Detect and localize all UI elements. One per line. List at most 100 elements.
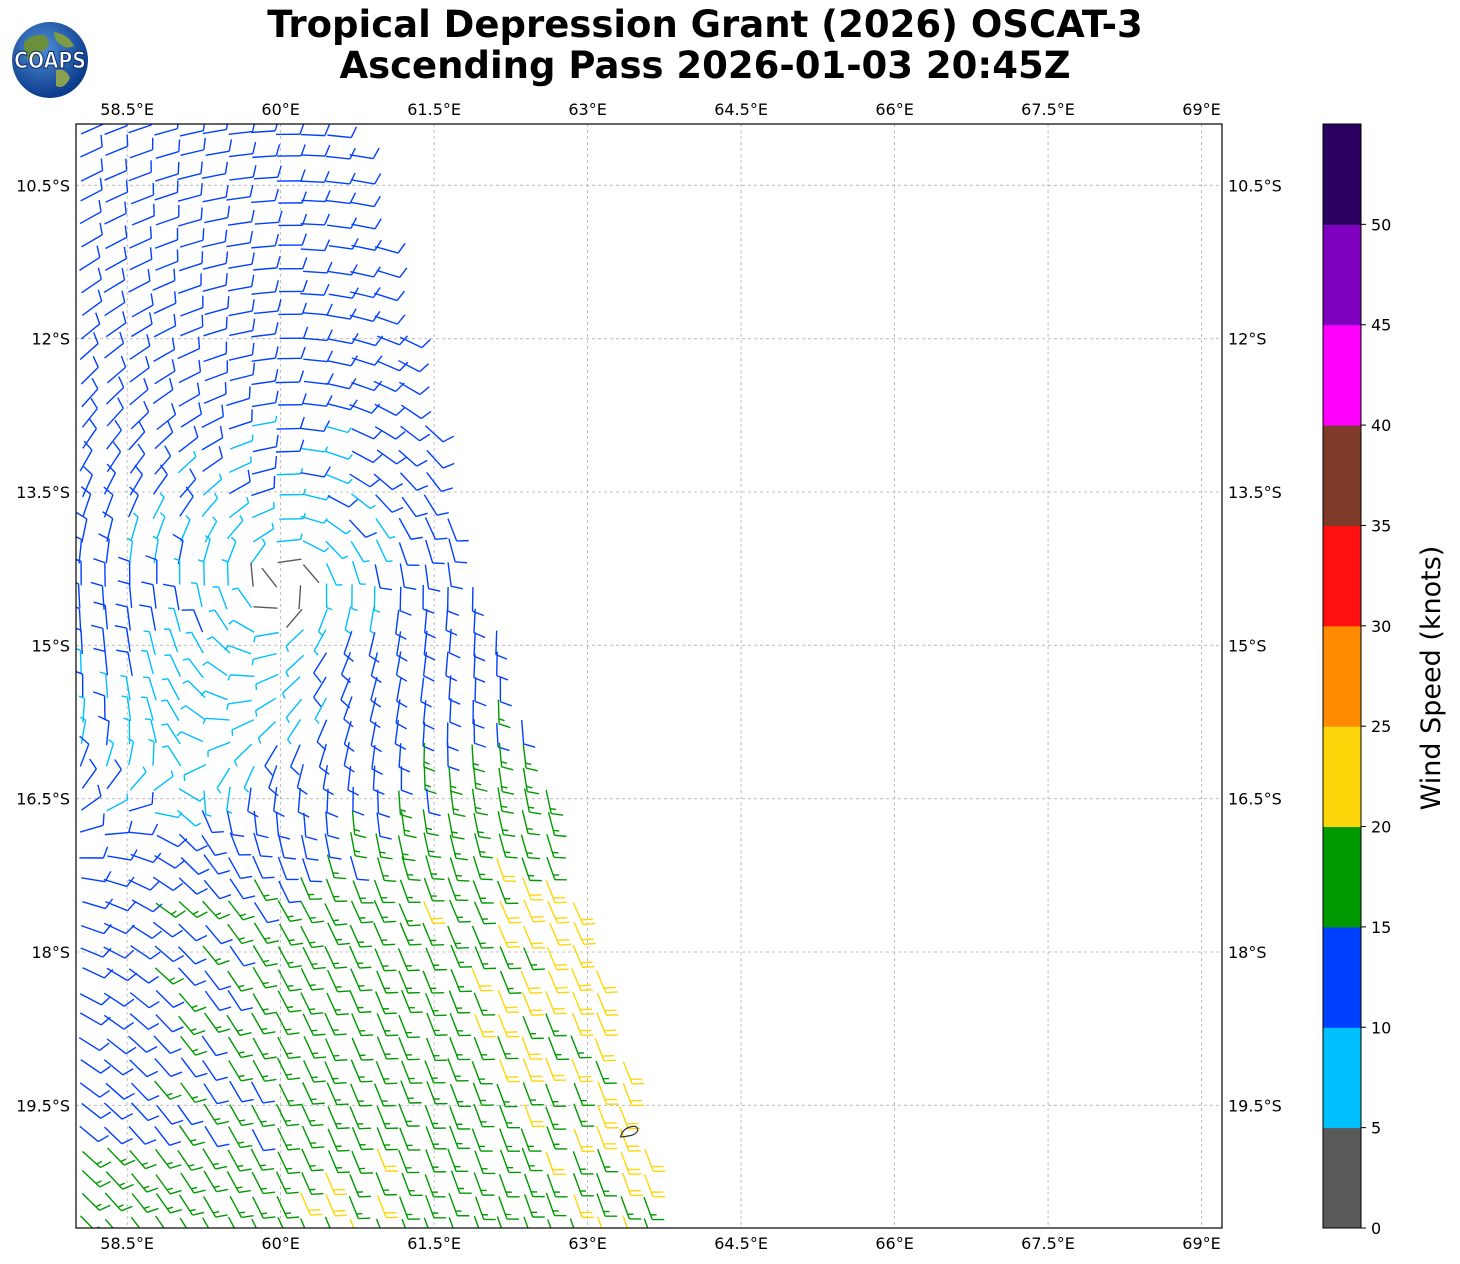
lon-tick-label-bottom: 60°E xyxy=(261,1234,299,1253)
wind-barb xyxy=(327,217,358,229)
wind-barb xyxy=(313,676,327,708)
wind-barb xyxy=(497,1035,519,1060)
wind-barb xyxy=(423,877,445,902)
wind-barb xyxy=(324,1061,347,1085)
wind-barb xyxy=(104,331,125,359)
wind-barb xyxy=(285,698,303,724)
wind-barb xyxy=(227,674,255,681)
wind-barb xyxy=(121,695,132,722)
wind-barb xyxy=(79,813,105,833)
wind-barb xyxy=(229,832,252,856)
wind-barb xyxy=(300,1192,323,1216)
wind-barb xyxy=(572,945,595,969)
wind-barb xyxy=(99,671,109,698)
wind-barb xyxy=(154,445,172,475)
wind-barb xyxy=(376,1013,399,1037)
wind-barb xyxy=(204,516,218,543)
wind-barb xyxy=(106,441,122,473)
wind-barb xyxy=(264,745,278,776)
wind-barb xyxy=(203,790,212,817)
island-outline xyxy=(619,1125,639,1138)
wind-barb xyxy=(375,1061,398,1085)
wind-barb xyxy=(253,902,280,924)
wind-barb xyxy=(255,673,279,691)
wind-barb xyxy=(251,456,278,475)
wind-barb xyxy=(179,468,197,498)
wind-barb xyxy=(449,857,470,882)
wind-barb xyxy=(268,765,279,797)
wind-barb xyxy=(448,1217,454,1228)
wind-barb xyxy=(448,767,463,796)
wind-barb xyxy=(423,832,442,859)
wind-barb xyxy=(204,296,230,316)
wind-barb xyxy=(107,849,138,861)
wind-barb xyxy=(374,314,406,325)
colorbar-tick-label: 45 xyxy=(1371,316,1391,335)
wind-barb xyxy=(104,158,128,181)
wind-barb xyxy=(180,1035,208,1056)
wind-barb xyxy=(178,967,207,987)
wind-barb xyxy=(177,1104,204,1126)
wind-barb xyxy=(179,124,205,137)
wind-barb xyxy=(398,359,430,373)
wind-barb xyxy=(449,698,462,728)
wind-barb xyxy=(278,923,304,946)
wind-barb xyxy=(80,1012,111,1026)
wind-barb xyxy=(547,811,567,838)
wind-barb xyxy=(141,649,154,675)
wind-barb xyxy=(498,1059,521,1083)
wind-barb xyxy=(420,677,432,708)
wind-barb xyxy=(328,238,359,250)
wind-barb xyxy=(473,1172,495,1196)
wind-barb xyxy=(229,434,254,450)
wind-barb xyxy=(79,1082,111,1098)
wind-barb xyxy=(182,657,204,679)
wind-barb xyxy=(343,721,355,752)
wind-barb xyxy=(202,945,230,966)
wind-barb xyxy=(90,581,105,610)
wind-barb xyxy=(351,355,383,366)
wind-barb xyxy=(82,418,97,449)
wind-barb xyxy=(177,1150,204,1171)
wind-barb xyxy=(473,992,496,1016)
wind-barb xyxy=(180,402,203,428)
wind-barb xyxy=(153,1035,182,1055)
wind-barb xyxy=(449,789,466,818)
lat-tick-label-left: 18°S xyxy=(31,943,70,962)
wind-barb xyxy=(474,833,493,859)
wind-barb xyxy=(472,700,485,729)
wind-barb xyxy=(425,788,441,817)
wind-barb xyxy=(202,124,229,135)
wind-barb xyxy=(300,1103,324,1127)
wind-barb xyxy=(179,486,194,517)
wind-barb xyxy=(326,788,339,818)
wind-barb xyxy=(348,1196,371,1220)
wind-barb xyxy=(324,1038,348,1062)
wind-barb xyxy=(573,1194,595,1219)
wind-barb xyxy=(251,1218,258,1228)
wind-barb xyxy=(79,846,109,859)
wind-barb xyxy=(155,161,180,182)
wind-barb xyxy=(597,1081,619,1105)
wind-barb xyxy=(400,811,417,839)
map-frame xyxy=(75,123,1223,1229)
lon-tick-label-top: 66°E xyxy=(875,100,913,119)
wind-barb xyxy=(370,676,382,708)
wind-barb xyxy=(278,880,302,904)
wind-barb xyxy=(570,1035,592,1059)
wind-barb xyxy=(80,784,102,811)
wind-barb xyxy=(128,792,154,812)
wind-barb xyxy=(106,1147,136,1166)
wind-barb xyxy=(154,811,183,819)
wind-barb xyxy=(228,299,255,317)
wind-barb xyxy=(80,177,103,202)
wind-barb xyxy=(76,582,81,608)
wind-barb xyxy=(375,518,396,539)
wind-barb xyxy=(473,719,487,748)
wind-barb xyxy=(228,141,257,158)
wind-barb xyxy=(497,699,511,729)
colorbar-bin xyxy=(1323,425,1361,526)
wind-barb xyxy=(471,925,494,949)
wind-barb xyxy=(116,649,133,677)
wind-barb xyxy=(120,674,131,701)
